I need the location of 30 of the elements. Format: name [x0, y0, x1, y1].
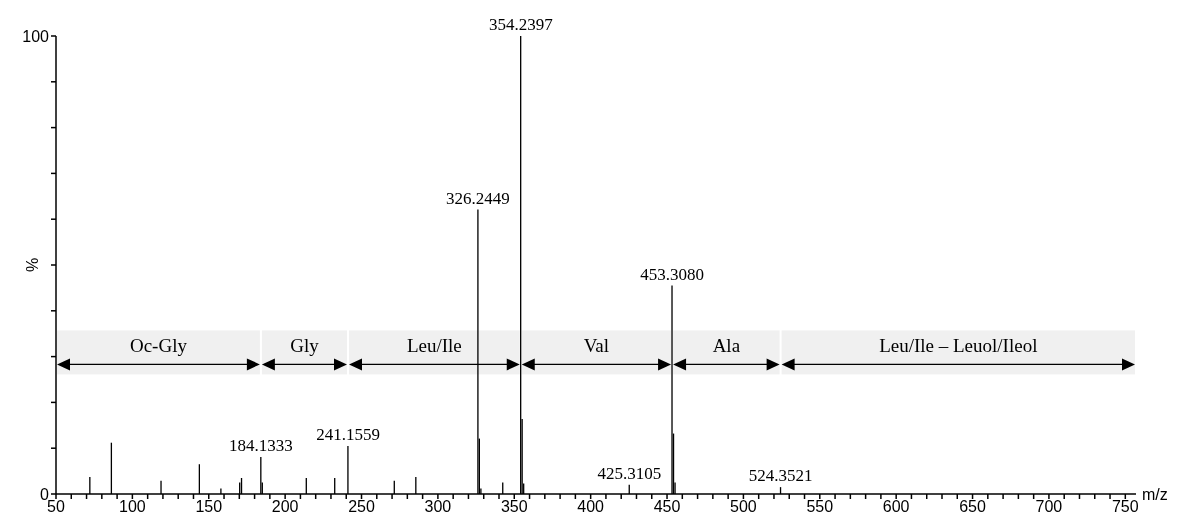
annotation: 524.3521 — [748, 466, 813, 486]
x-tick-label: 200 — [271, 498, 299, 516]
x-tick-label: 550 — [806, 498, 834, 516]
band-label: Oc-Gly — [129, 335, 188, 357]
band-label: Gly — [290, 335, 320, 357]
x-tick-label: 50 — [47, 498, 65, 516]
annotation: 453.3080 — [640, 264, 704, 284]
band-label: Ala — [712, 335, 741, 357]
x-tick-label: 150 — [195, 498, 223, 516]
x-axis-title: m/z — [1142, 486, 1168, 503]
x-tick-label: 500 — [730, 498, 757, 516]
x-tick-label: 400 — [577, 498, 605, 516]
annotation: 326.2449 — [446, 188, 510, 208]
annotation: 425.3105 — [597, 463, 662, 483]
band-label: Leu/Ile — [406, 335, 462, 357]
band-label: Val — [583, 335, 610, 357]
annotation: 354.2397 — [488, 15, 554, 34]
x-tick-label: 100 — [119, 498, 146, 516]
band-label: Leu/Ile – Leuol/Ileol — [879, 335, 1038, 357]
x-tick-label: 600 — [882, 498, 910, 516]
x-tick-label: 450 — [653, 498, 681, 516]
x-tick-label: 650 — [959, 498, 986, 516]
x-tick-label: 300 — [424, 498, 452, 516]
y-axis-title: % — [24, 257, 41, 273]
x-tick-label: 750 — [1111, 498, 1139, 516]
x-tick-label: 250 — [348, 498, 375, 516]
annotation: 184.1333 — [229, 435, 293, 455]
x-tick-label: 350 — [500, 498, 528, 516]
annotation: 241.1559 — [316, 424, 380, 444]
x-tick-label: 700 — [1035, 498, 1063, 516]
